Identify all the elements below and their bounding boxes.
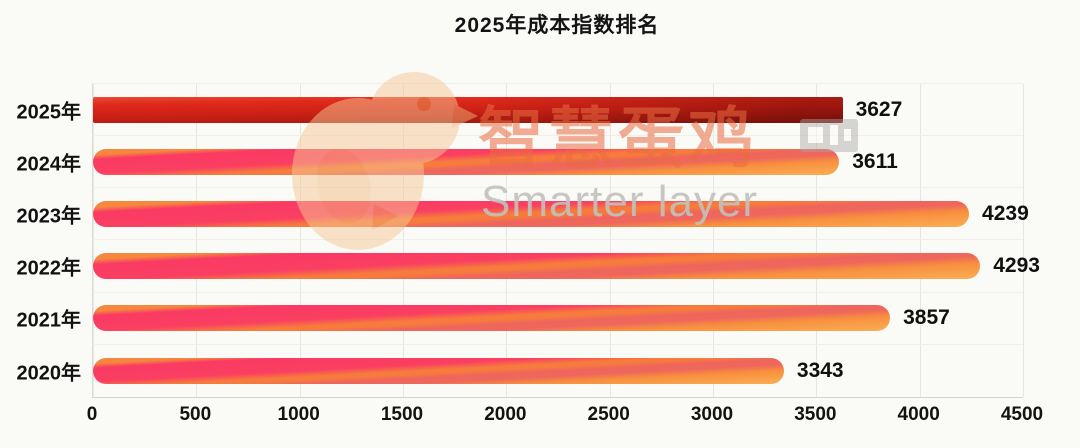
x-axis: 0 500 1000 1500 2000 2500 3000 3500 4000 4500 (87, 404, 1043, 434)
x-tick-label: 4500 (1000, 404, 1044, 425)
bar-2022 (93, 253, 981, 280)
gridline (609, 84, 611, 397)
bar-value-label: 3627 (855, 97, 903, 121)
y-axis-label: 2020年 (16, 362, 82, 385)
bar-line: 3343 (93, 357, 1023, 384)
bar-line: 3627 (93, 96, 1023, 123)
bar-2024 (93, 148, 840, 175)
y-axis-label: 2025年 (16, 101, 82, 124)
bar-line: 4293 (93, 253, 1040, 280)
bar-row-2022: 2022年 4293 (17, 240, 1040, 293)
x-tick-label: 500 (179, 404, 212, 425)
bar-row-2020: 2020年 3343 (17, 345, 1023, 397)
bar-2021 (93, 305, 891, 332)
bar-value-label: 4293 (993, 254, 1040, 278)
bar-2020 (93, 357, 784, 384)
gridline (919, 84, 921, 397)
bar-line: 3611 (93, 148, 1023, 175)
gridline (713, 84, 714, 397)
bar-row-2023: 2023年 4239 (17, 188, 1029, 241)
x-tick-label: 2000 (484, 404, 527, 425)
bar-2025 (93, 96, 843, 123)
bar-value-label: 3857 (903, 306, 950, 330)
bar-value-label: 3611 (852, 149, 898, 173)
plot-area: 2025年 3627 2024年 3611 2023年 4239 2022年 (17, 83, 1040, 398)
x-tick-label: 2500 (587, 404, 630, 425)
x-tick-label: 3000 (690, 404, 734, 425)
x-tick-label: 3500 (794, 404, 837, 425)
y-axis-label: 2023年 (16, 205, 82, 228)
gridline (506, 84, 508, 397)
gridline (196, 84, 198, 397)
bar-line: 4239 (93, 200, 1029, 227)
bar-value-label: 3343 (796, 358, 844, 382)
bar-row-2025: 2025年 3627 (17, 84, 1023, 137)
bar-row-2024: 2024年 3611 (17, 136, 1023, 189)
x-tick-label: 1500 (380, 404, 424, 425)
bar-rows: 2025年 3627 2024年 3611 2023年 4239 2022年 (17, 84, 1040, 397)
bar-row-2021: 2021年 3857 (17, 293, 1023, 345)
bar-2023 (93, 200, 970, 227)
y-axis-label: 2021年 (16, 309, 82, 332)
x-tick-label: 4000 (897, 404, 940, 425)
gridline (1023, 84, 1024, 397)
gridline (93, 84, 94, 397)
bar-value-label: 4239 (982, 201, 1029, 225)
x-tick-label: 1000 (277, 404, 320, 425)
x-tick-label: 0 (86, 404, 98, 425)
y-axis-label: 2022年 (16, 257, 82, 280)
gridline (816, 84, 818, 397)
chart-title: 2025年成本指数排名 (454, 14, 660, 37)
y-axis-label: 2024年 (16, 153, 82, 176)
bar-line: 3857 (93, 305, 1023, 332)
